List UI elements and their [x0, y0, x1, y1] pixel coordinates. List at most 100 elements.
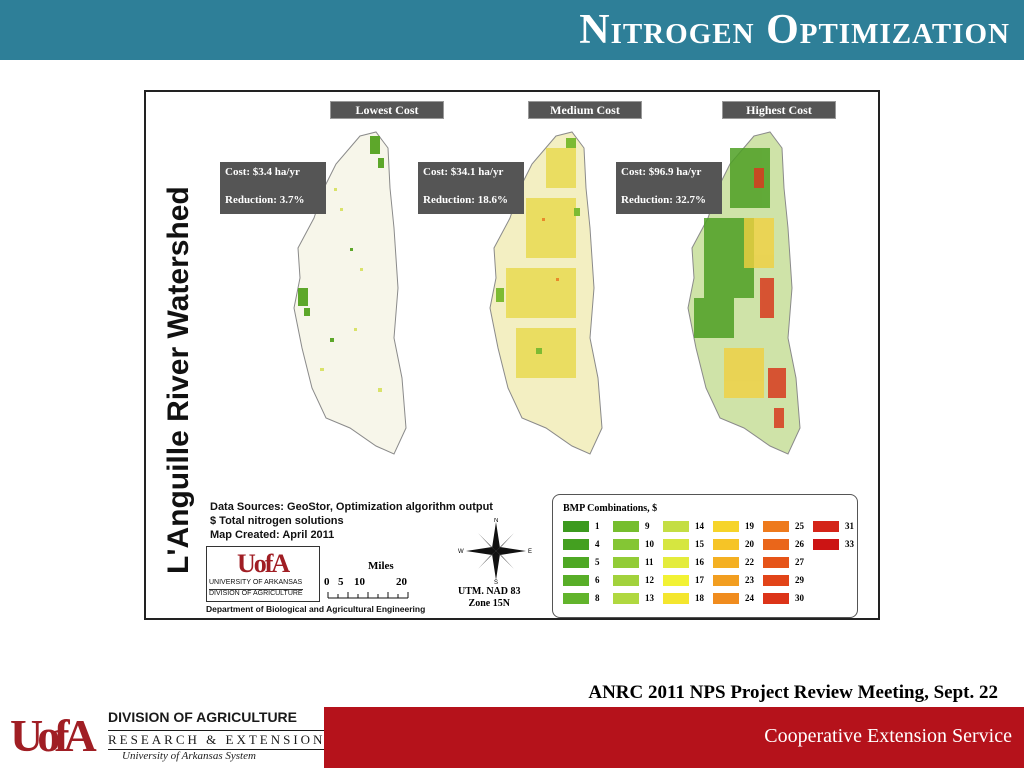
- legend-swatch: [663, 539, 689, 550]
- legend-label: 25: [795, 521, 804, 531]
- legend-label: 9: [645, 521, 650, 531]
- legend-swatch: [763, 593, 789, 604]
- legend-label: 31: [845, 521, 854, 531]
- meeting-caption: ANRC 2011 NPS Project Review Meeting, Se…: [588, 682, 998, 703]
- department: Department of Biological and Agricultura…: [206, 604, 426, 614]
- map-title: L'Anguille River Watershed: [162, 186, 195, 574]
- legend-swatch: [713, 539, 739, 550]
- footer-service: Cooperative Extension Service: [764, 725, 1012, 747]
- logo-line2: DIVISION OF AGRICULTURE: [209, 589, 303, 597]
- scale-tick: 0: [324, 576, 330, 588]
- legend-label: 19: [745, 521, 754, 531]
- source-line: Map Created: April 2011: [210, 529, 335, 541]
- legend-swatch: [713, 593, 739, 604]
- legend-swatch: [613, 521, 639, 532]
- legend-swatch: [563, 575, 589, 586]
- legend-label: 14: [695, 521, 704, 531]
- footer-system: University of Arkansas System: [122, 750, 256, 762]
- legend-swatch: [813, 539, 839, 550]
- reduction-lowest: Reduction: 3.7%: [225, 194, 305, 206]
- legend-swatch: [813, 521, 839, 532]
- legend-label: 6: [595, 575, 600, 585]
- panel-label-lowest: Lowest Cost: [330, 101, 444, 119]
- legend-label: 11: [645, 557, 654, 567]
- compass-rose-icon: N S W E: [458, 518, 532, 584]
- legend-swatch: [713, 557, 739, 568]
- legend-label: 30: [795, 593, 804, 603]
- compass-e: E: [528, 549, 532, 555]
- cost-lowest: Cost: $3.4 ha/yr: [225, 166, 300, 178]
- source-line: Data Sources: GeoStor, Optimization algo…: [210, 501, 493, 513]
- projection-line: Zone 15N: [468, 598, 510, 609]
- slide-title: Nitrogen Optimization: [579, 7, 1010, 53]
- legend-label: 20: [745, 539, 754, 549]
- uark-logo: UofA UNIVERSITY OF ARKANSAS DIVISION OF …: [206, 546, 320, 602]
- compass-n: N: [494, 518, 498, 524]
- cost-medium: Cost: $34.1 ha/yr: [423, 166, 504, 178]
- legend-swatch: [763, 575, 789, 586]
- legend-swatch: [663, 557, 689, 568]
- legend-swatch: [563, 521, 589, 532]
- legend-label: 10: [645, 539, 654, 549]
- map-frame: L'Anguille River Watershed Lowest Cost M…: [144, 90, 880, 620]
- legend-swatch: [763, 521, 789, 532]
- legend-swatch: [613, 557, 639, 568]
- cost-box-highest: Cost: $96.9 ha/yr Reduction: 32.7%: [616, 162, 722, 214]
- projection-line: UTM. NAD 83: [458, 586, 521, 597]
- legend-label: 26: [795, 539, 804, 549]
- watershed-map-medium: [489, 131, 603, 455]
- legend-swatch: [713, 521, 739, 532]
- legend-label: 4: [595, 539, 600, 549]
- footer-logo-mark: UofA: [10, 710, 97, 761]
- scale-label: Miles: [368, 560, 394, 572]
- scale-bar: [327, 592, 409, 599]
- legend-label: 23: [745, 575, 754, 585]
- legend-label: 15: [695, 539, 704, 549]
- legend-title: BMP Combinations, $: [563, 503, 658, 514]
- cost-highest: Cost: $96.9 ha/yr: [621, 166, 702, 178]
- scale-tick: 5: [338, 576, 344, 588]
- footer-logo: UofA DIVISION OF AGRICULTURE RESEARCH & …: [10, 706, 326, 766]
- reduction-medium: Reduction: 18.6%: [423, 194, 508, 206]
- logo-line1: UNIVERSITY OF ARKANSAS: [209, 579, 303, 586]
- cost-box-lowest: Cost: $3.4 ha/yr Reduction: 3.7%: [220, 162, 326, 214]
- legend-swatch: [663, 521, 689, 532]
- legend-label: 17: [695, 575, 704, 585]
- cost-box-medium: Cost: $34.1 ha/yr Reduction: 18.6%: [418, 162, 524, 214]
- legend-swatch: [563, 593, 589, 604]
- legend-label: 5: [595, 557, 600, 567]
- legend-label: 33: [845, 539, 854, 549]
- legend-label: 29: [795, 575, 804, 585]
- panel-label-highest: Highest Cost: [722, 101, 836, 119]
- compass-w: W: [458, 549, 464, 555]
- legend-label: 27: [795, 557, 804, 567]
- footer-division: DIVISION OF AGRICULTURE: [108, 709, 297, 725]
- legend-swatch: [763, 557, 789, 568]
- source-line: $ Total nitrogen solutions: [210, 515, 344, 527]
- legend-label: 12: [645, 575, 654, 585]
- legend-label: 18: [695, 593, 704, 603]
- scale-tick: 10: [354, 576, 365, 588]
- bmp-legend: BMP Combinations, $ 1 4 5 6 8 9 10 11 12 13 14 15 16…: [552, 494, 858, 618]
- header-bar: Nitrogen Optimization: [0, 0, 1024, 60]
- legend-swatch: [613, 593, 639, 604]
- legend-label: 1: [595, 521, 600, 531]
- legend-swatch: [563, 557, 589, 568]
- legend-label: 24: [745, 593, 754, 603]
- legend-swatch: [613, 575, 639, 586]
- legend-label: 8: [595, 593, 600, 603]
- scale-tick: 20: [396, 576, 407, 588]
- logo-mark: UofA: [237, 549, 290, 578]
- legend-swatch: [663, 593, 689, 604]
- legend-label: 13: [645, 593, 654, 603]
- legend-label: 16: [695, 557, 704, 567]
- legend-swatch: [663, 575, 689, 586]
- compass-s: S: [494, 580, 498, 584]
- legend-swatch: [763, 539, 789, 550]
- map-sources: Data Sources: GeoStor, Optimization algo…: [210, 500, 493, 542]
- projection-info: UTM. NAD 83 Zone 15N: [458, 586, 521, 610]
- footer-bar: Cooperative Extension Service: [324, 707, 1024, 768]
- reduction-highest: Reduction: 32.7%: [621, 194, 706, 206]
- legend-label: 22: [745, 557, 754, 567]
- footer-research: RESEARCH & EXTENSION: [108, 730, 326, 750]
